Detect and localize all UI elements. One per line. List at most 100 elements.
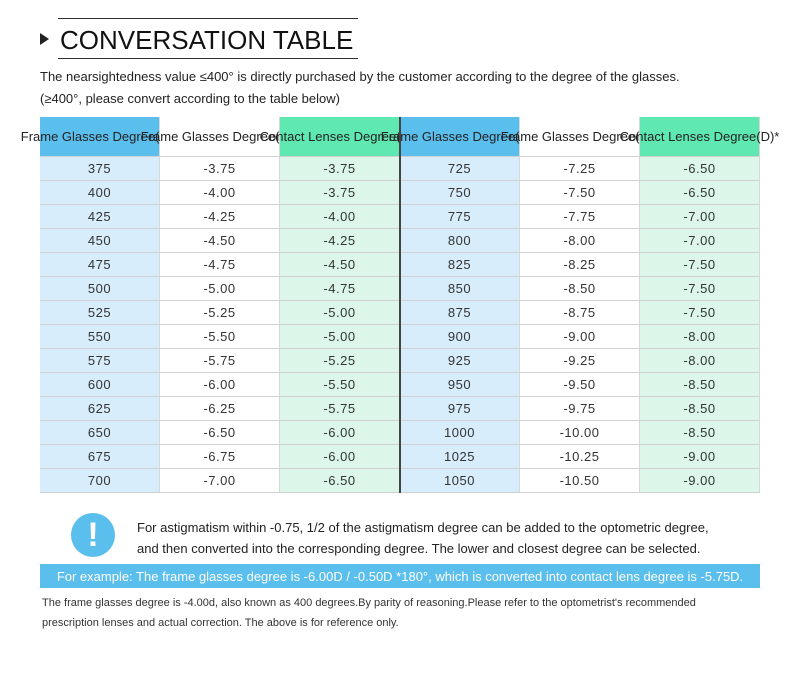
table-cell: 975 <box>400 397 520 421</box>
title-rule-bottom <box>58 58 358 59</box>
note-line: and then converted into the correspondin… <box>137 541 701 556</box>
table-cell: -7.50 <box>640 277 760 301</box>
table-cell: -5.25 <box>280 349 400 373</box>
table-cell: 775 <box>400 205 520 229</box>
table-cell: 550 <box>40 325 160 349</box>
table-cell: -5.50 <box>280 373 400 397</box>
table-cell: -8.00 <box>640 349 760 373</box>
table-cell: -10.50 <box>520 469 640 493</box>
example-bar: For example: The frame glasses degree is… <box>40 564 760 588</box>
table-cell: 525 <box>40 301 160 325</box>
table-cell: -10.25 <box>520 445 640 469</box>
table-cell: -3.75 <box>280 157 400 181</box>
table: Frame Glasses Degree(D)* Frame Glasses De… <box>21 117 779 493</box>
table-cell: -4.50 <box>160 229 280 253</box>
table-cell: 1000 <box>400 421 520 445</box>
table-cell: -8.50 <box>640 421 760 445</box>
table-cell: 425 <box>40 205 160 229</box>
table-cell: -6.50 <box>640 181 760 205</box>
table-cell: -9.00 <box>640 445 760 469</box>
table-cell: -4.25 <box>160 205 280 229</box>
table-cell: 875 <box>400 301 520 325</box>
table-cell: -5.00 <box>280 301 400 325</box>
table-cell: -7.50 <box>520 181 640 205</box>
table-cell: -5.00 <box>280 325 400 349</box>
header-cell: Frame Glasses Degree(D)* <box>141 117 298 157</box>
table-cell: -5.25 <box>160 301 280 325</box>
header-cell: Contact Lenses Degree(D)* <box>260 117 419 157</box>
table-cell: -8.75 <box>520 301 640 325</box>
table-cell: -4.00 <box>160 181 280 205</box>
footer-line: prescription lenses and actual correctio… <box>42 617 399 629</box>
table-cell: -7.50 <box>640 253 760 277</box>
title: CONVERSATION TABLE <box>60 25 354 55</box>
intro-line: (≥400°, please convert according to the … <box>40 91 340 106</box>
table-cell: 600 <box>40 373 160 397</box>
table-cell: -9.00 <box>640 469 760 493</box>
table-cell: 625 <box>40 397 160 421</box>
table-cell: -8.25 <box>520 253 640 277</box>
table-cell: -7.00 <box>640 229 760 253</box>
table-cell: -9.75 <box>520 397 640 421</box>
table-cell: -7.75 <box>520 205 640 229</box>
table-cell: 900 <box>400 325 520 349</box>
intro-line: The nearsightedness value ≤400° is direc… <box>40 69 680 84</box>
title-rule-top <box>58 18 358 19</box>
table-cell: -9.00 <box>520 325 640 349</box>
table-cell: 375 <box>40 157 160 181</box>
table-cell: 1025 <box>400 445 520 469</box>
table-cell: -9.50 <box>520 373 640 397</box>
table-cell: 750 <box>400 181 520 205</box>
table-cell: 950 <box>400 373 520 397</box>
table-cell: -4.75 <box>160 253 280 277</box>
title-arrow <box>40 33 49 45</box>
table-cell: -6.75 <box>160 445 280 469</box>
table-cell: -8.50 <box>520 277 640 301</box>
table-cell: -6.50 <box>280 469 400 493</box>
header-cell: Frame Glasses Degree(D)* <box>21 117 178 157</box>
table-cell: 1050 <box>400 469 520 493</box>
table-cell: 450 <box>40 229 160 253</box>
table-cell: -5.75 <box>280 397 400 421</box>
header-cell: Frame Glasses Degree(D)* <box>381 117 538 157</box>
table-cell: -7.25 <box>520 157 640 181</box>
table-cell: -3.75 <box>280 181 400 205</box>
table-cell: -5.75 <box>160 349 280 373</box>
table-cell: 925 <box>400 349 520 373</box>
table-cell: -4.00 <box>280 205 400 229</box>
table-cell: -3.75 <box>160 157 280 181</box>
table-cell: -4.25 <box>280 229 400 253</box>
table-cell: -6.50 <box>640 157 760 181</box>
table-cell: 850 <box>400 277 520 301</box>
header-cell: Contact Lenses Degree(D)* <box>620 117 779 157</box>
table-cell: -4.50 <box>280 253 400 277</box>
table-cell: -8.50 <box>640 373 760 397</box>
table-cell: 400 <box>40 181 160 205</box>
table-cell: 475 <box>40 253 160 277</box>
table-cell: -5.50 <box>160 325 280 349</box>
table-cell: -7.00 <box>160 469 280 493</box>
header-cell: Frame Glasses Degree(D)* <box>501 117 658 157</box>
table-cell: -5.00 <box>160 277 280 301</box>
table-cell: -6.00 <box>280 421 400 445</box>
table-cell: -6.00 <box>280 445 400 469</box>
table-cell: 500 <box>40 277 160 301</box>
footer-line: The frame glasses degree is -4.00d, also… <box>42 597 696 609</box>
table-cell: 800 <box>400 229 520 253</box>
table-cell: -8.00 <box>520 229 640 253</box>
table-cell: 575 <box>40 349 160 373</box>
table-cell: 675 <box>40 445 160 469</box>
note-line: For astigmatism within -0.75, 1/2 of the… <box>137 520 709 535</box>
table-cell: -8.50 <box>640 397 760 421</box>
table-cell: 650 <box>40 421 160 445</box>
table-cell: -4.75 <box>280 277 400 301</box>
table-cell: -7.50 <box>640 301 760 325</box>
table-cell: -6.25 <box>160 397 280 421</box>
table-cell: -6.50 <box>160 421 280 445</box>
info-icon: ! <box>71 513 115 557</box>
table-cell: -10.00 <box>520 421 640 445</box>
table-cell: -7.00 <box>640 205 760 229</box>
table-cell: 725 <box>400 157 520 181</box>
table-cell: -6.00 <box>160 373 280 397</box>
